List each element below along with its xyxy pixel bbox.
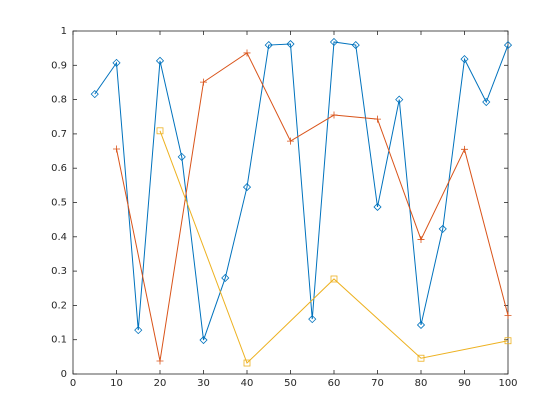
marker: [373, 202, 382, 212]
marker: [286, 39, 295, 49]
marker: [155, 56, 165, 65]
y-tick-label: 1: [61, 26, 67, 37]
y-tick-label: 0.6: [51, 163, 67, 174]
marker: [264, 40, 273, 50]
x-tick-label: 60: [328, 378, 341, 389]
marker: [460, 55, 469, 64]
x-tick-label: 80: [415, 378, 428, 389]
x-tick-label: 100: [498, 378, 517, 389]
marker: [112, 58, 121, 67]
y-tick-label: 0.7: [51, 129, 67, 140]
marker: [374, 115, 381, 123]
y-tick-label: 0.8: [51, 95, 67, 106]
marker: [395, 95, 404, 104]
marker: [287, 137, 294, 145]
marker: [243, 49, 251, 57]
y-tick-label: 0.2: [51, 300, 67, 311]
y-tick-label: 0.5: [51, 198, 67, 209]
marker: [177, 152, 186, 161]
marker: [351, 40, 360, 50]
x-tick-label: 10: [110, 378, 123, 389]
marker: [330, 111, 338, 119]
plot-area: [72, 30, 509, 375]
marker: [482, 97, 491, 107]
marker: [504, 337, 512, 345]
marker: [417, 354, 425, 362]
marker: [329, 37, 339, 47]
y-tick-label: 0.9: [51, 60, 67, 71]
series-line: [159, 130, 509, 364]
marker: [113, 145, 120, 153]
marker: [243, 359, 251, 367]
marker: [417, 236, 425, 244]
marker: [461, 145, 468, 153]
y-tick-label: 0.1: [51, 335, 67, 346]
marker: [438, 224, 447, 233]
marker: [156, 127, 164, 135]
x-tick-label: 0: [70, 378, 76, 389]
x-tick-label: 90: [458, 378, 471, 389]
marker: [199, 335, 208, 345]
marker: [242, 182, 252, 192]
marker: [504, 311, 512, 319]
x-tick-label: 20: [154, 378, 167, 389]
marker: [503, 40, 513, 50]
x-tick-label: 40: [241, 378, 254, 389]
series-line: [94, 41, 509, 341]
y-tick-label: 0: [61, 369, 67, 380]
y-tick-label: 0.4: [51, 232, 67, 243]
x-tick-label: 70: [371, 378, 384, 389]
y-tick-label: 0.3: [51, 266, 67, 277]
marker: [416, 320, 426, 330]
marker: [90, 90, 99, 99]
marker: [200, 78, 207, 86]
marker: [330, 275, 338, 283]
marker: [156, 357, 164, 365]
marker: [308, 315, 317, 324]
series-line: [116, 52, 509, 362]
x-tick-label: 50: [284, 378, 297, 389]
x-tick-label: 30: [197, 378, 210, 389]
marker: [134, 326, 143, 335]
marker: [221, 273, 230, 283]
